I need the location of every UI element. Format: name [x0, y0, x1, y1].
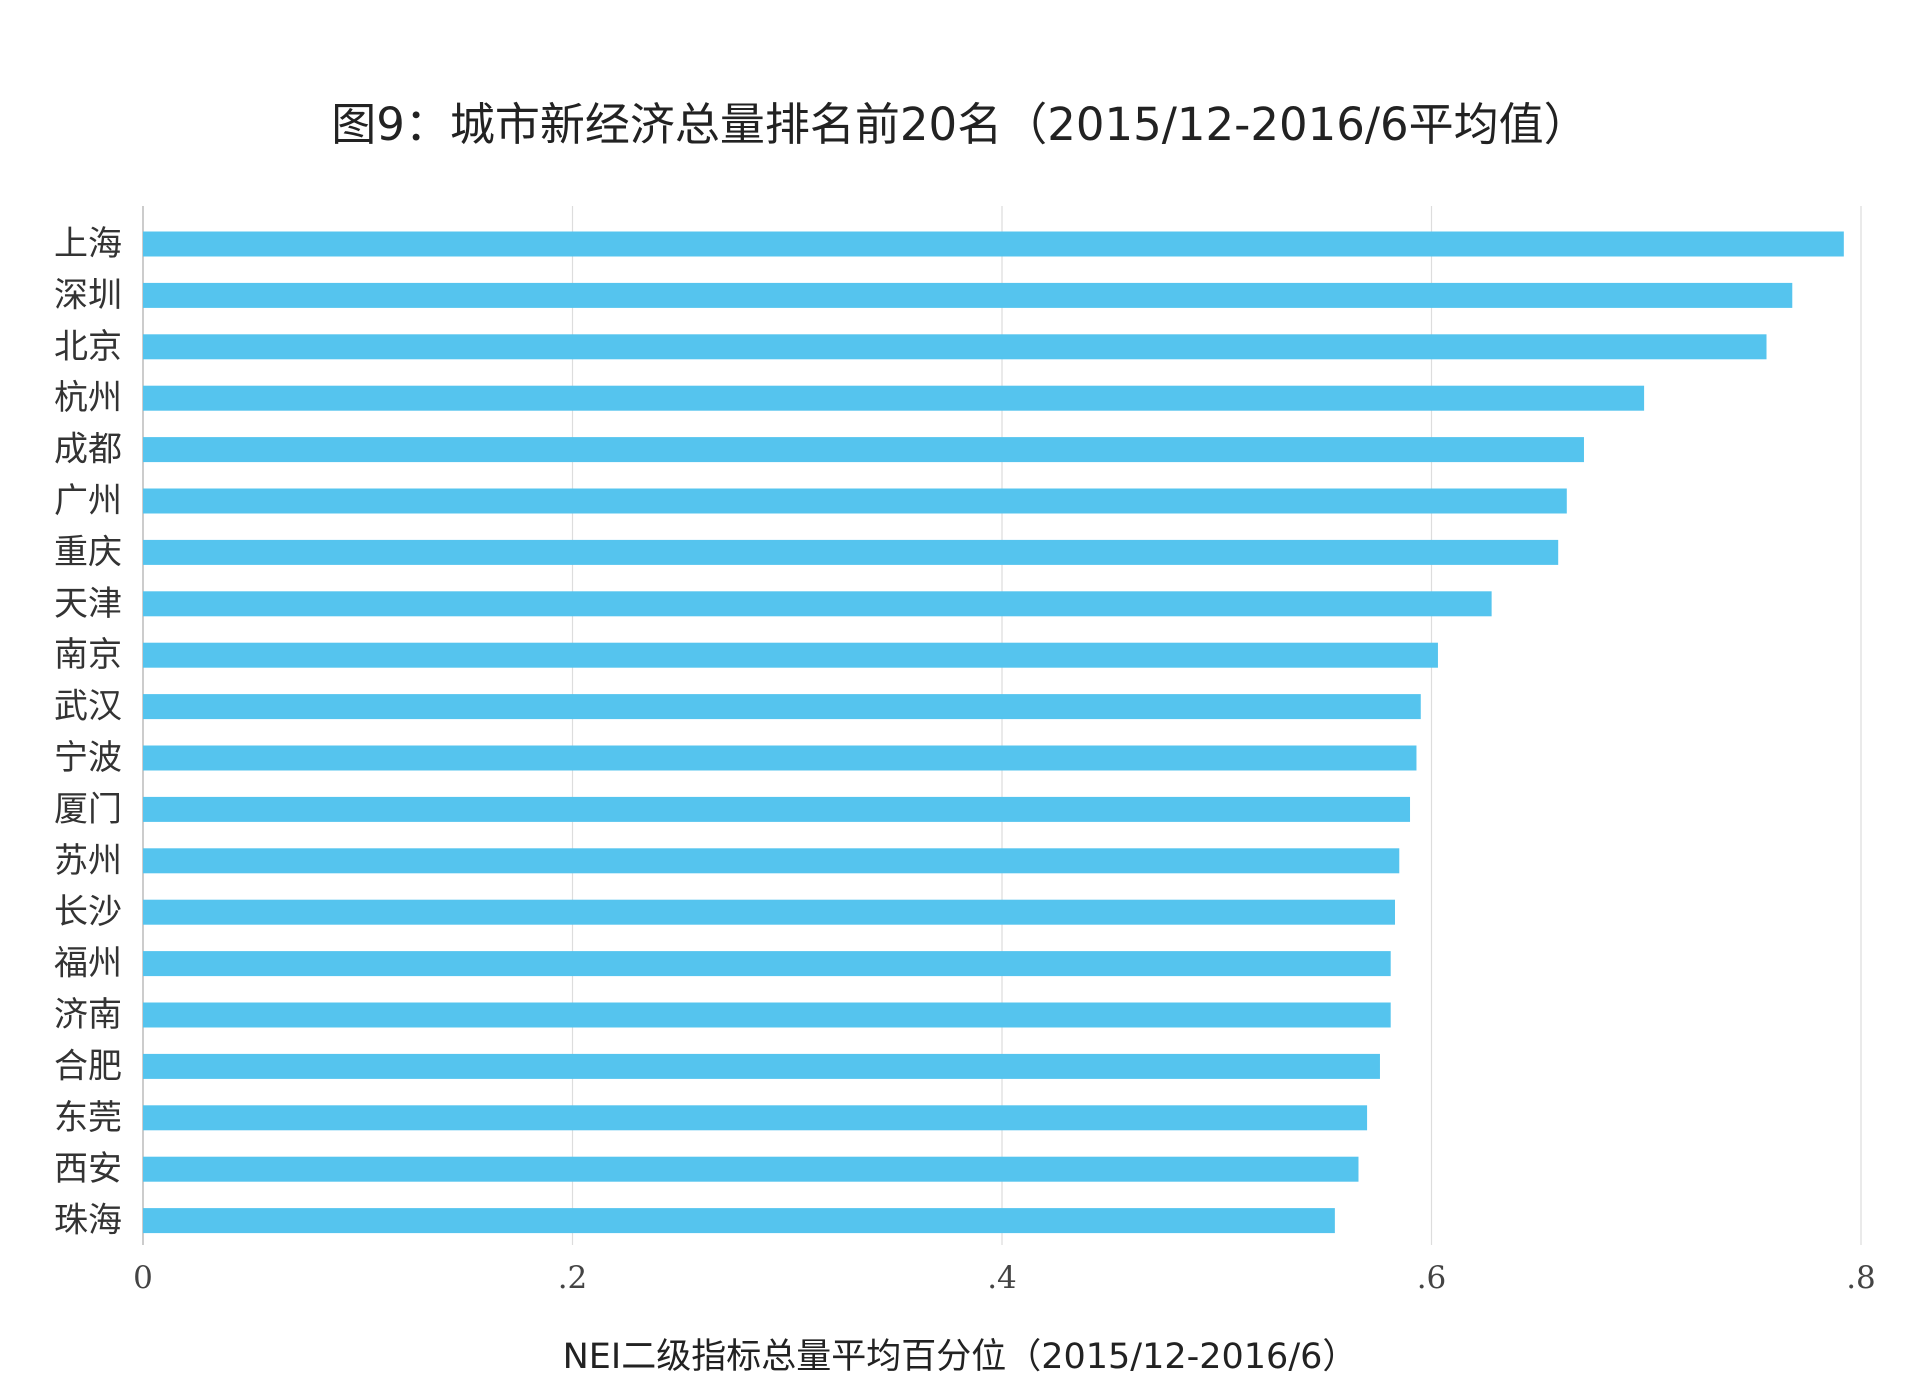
bar [143, 796, 1411, 822]
category-label: 厦门 [54, 789, 122, 829]
category-label: 武汉 [54, 687, 122, 727]
bar [143, 848, 1400, 874]
bar [143, 591, 1492, 617]
category-label: 苏州 [54, 841, 122, 881]
category-label: 成都 [54, 430, 122, 470]
bar [143, 694, 1421, 720]
x-axis-label: NEI二级指标总量平均百分位（2015/12-2016/6） [562, 1337, 1358, 1377]
category-label: 福州 [54, 944, 122, 984]
grid-lines [142, 206, 1862, 1245]
bar [143, 385, 1645, 411]
x-tick-labels: 0 .2 .4 .6 .8 [133, 1260, 1876, 1296]
bar [143, 745, 1417, 771]
x-tick-label: .4 [987, 1260, 1017, 1296]
category-label: 东莞 [54, 1098, 122, 1138]
category-label: 西安 [54, 1149, 122, 1189]
category-label: 杭州 [54, 378, 122, 418]
category-label: 上海 [54, 224, 122, 264]
bar [143, 1156, 1359, 1182]
bars [143, 231, 1844, 1234]
category-label: 长沙 [54, 892, 122, 932]
category-label: 重庆 [54, 532, 122, 572]
category-label: 广州 [54, 481, 122, 521]
bar [143, 334, 1767, 360]
bar [143, 1053, 1380, 1079]
bar [143, 899, 1395, 925]
x-tick-label: .2 [558, 1260, 588, 1296]
category-label: 北京 [54, 327, 122, 367]
category-label: 合肥 [54, 1046, 122, 1086]
category-label: 济南 [54, 995, 122, 1035]
bar [143, 231, 1844, 257]
x-tick-label: .6 [1417, 1260, 1447, 1296]
bar [143, 539, 1559, 565]
bar [143, 282, 1793, 308]
x-tick-label: .8 [1846, 1260, 1876, 1296]
bar [143, 951, 1391, 977]
category-label: 宁波 [54, 738, 122, 778]
bar [143, 1208, 1335, 1234]
chart-title: 图9：城市新经济总量排名前20名（2015/12-2016/6平均值） [331, 98, 1589, 151]
category-label: 南京 [54, 635, 122, 675]
bar [143, 437, 1584, 463]
category-label: 珠海 [54, 1201, 122, 1241]
x-tick-label: 0 [133, 1260, 153, 1296]
category-label: 天津 [54, 584, 122, 624]
category-label: 深圳 [54, 275, 122, 315]
bar [143, 488, 1567, 514]
bar [143, 1105, 1368, 1131]
bar [143, 1002, 1391, 1028]
bar [143, 642, 1438, 668]
